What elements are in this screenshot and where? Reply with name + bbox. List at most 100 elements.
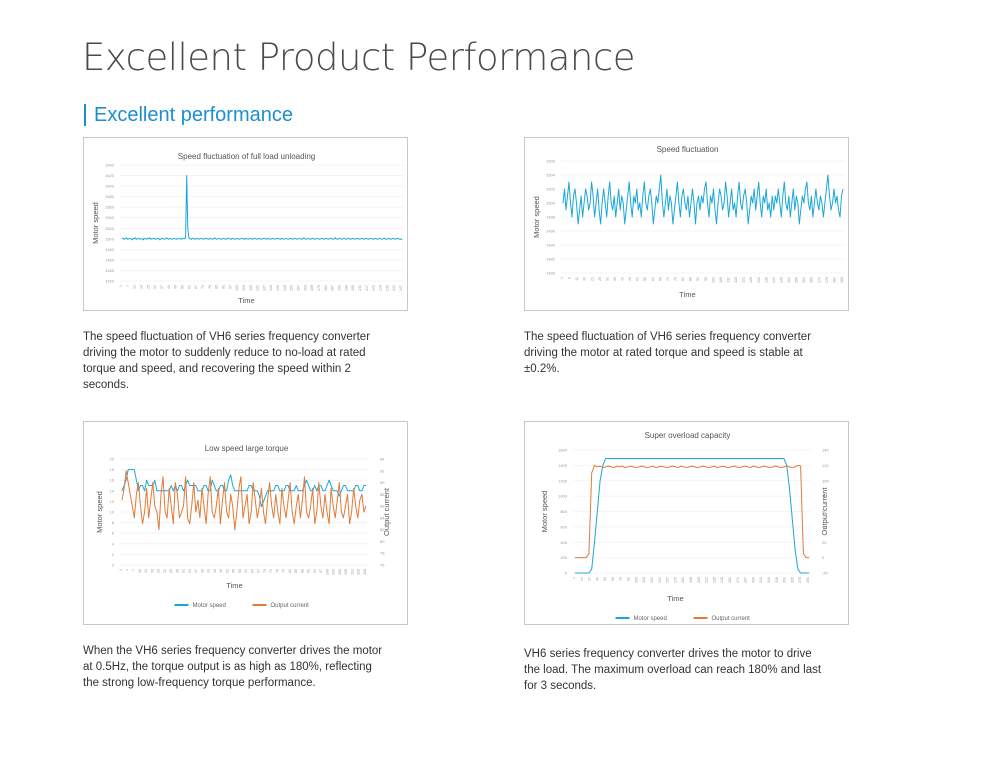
y-right-tick-label: 88 [380, 492, 385, 497]
x-tick-label: 61 [187, 285, 191, 289]
x-tick-label: 166 [810, 277, 814, 283]
x-tick-label: 1 [119, 569, 123, 571]
x-tick-label: 141 [772, 277, 776, 283]
x-tick-label: 144 [658, 577, 662, 583]
y-tick-label: 1494 [546, 243, 556, 248]
x-tick-label: 183 [681, 577, 685, 583]
x-tick-label: 339 [775, 577, 779, 583]
x-tick-label: 25 [169, 569, 173, 573]
x-tick-label: 79 [282, 569, 286, 573]
x-tick-label: 67 [257, 569, 261, 573]
x-tick-label: 97 [319, 569, 323, 573]
y-tick-label: 1540 [105, 215, 115, 220]
chart-title: Speed fluctuation of full load unloading [178, 152, 315, 161]
x-tick-label: 31 [605, 277, 609, 281]
y-tick-label: 14 [110, 488, 115, 493]
y-tick-label: 1640 [105, 163, 115, 168]
chart-card-speed-fluctuation: Speed fluctuation 1490 1492 1494 1496 1498 150… [524, 137, 849, 311]
x-tick-label: 175 [317, 285, 321, 291]
x-tick-label: 103 [235, 285, 239, 291]
x-tick-label: 171 [817, 277, 821, 283]
x-tick-label: 82 [288, 569, 292, 573]
x-tick-label: 365 [790, 577, 794, 583]
x-tick-label: 118 [642, 577, 646, 583]
y-tick-label: 1400 [558, 463, 568, 468]
chart-svg: Speed fluctuation of full load unloading… [91, 152, 404, 305]
x-tick-label: 121 [256, 285, 260, 291]
chart-card-overload-capacity: Super overload capacity 0 200 400 600 800 1000… [524, 421, 849, 625]
y-tick-label: 1600 [105, 184, 115, 189]
x-tick-label: 169 [310, 285, 314, 291]
x-tick-label: 55 [180, 285, 184, 289]
x-tick-label: 287 [744, 577, 748, 583]
y-tick-label: 1520 [105, 226, 115, 231]
chart-title: Speed fluctuation [657, 145, 719, 154]
x-tick-label: 58 [238, 569, 242, 573]
x-tick-label: 19 [139, 285, 143, 289]
y-tick-label: 200 [560, 555, 567, 560]
x-tick-label: 16 [583, 277, 587, 281]
x-tick-label: 66 [658, 277, 662, 281]
x-tick-label: 46 [213, 569, 217, 573]
y-right-tick-label: 100 [822, 478, 829, 483]
x-tick-label: 274 [736, 577, 740, 583]
x-tick-label: 13 [144, 569, 148, 573]
x-tick-label: 86 [689, 277, 693, 281]
x-tick-label: 133 [269, 285, 273, 291]
y-tick-label: 8 [112, 520, 115, 525]
chart-caption: The speed fluctuation of VH6 series freq… [83, 331, 371, 391]
series-line-motor-speed [121, 175, 403, 241]
x-tick-label: 25 [146, 285, 150, 289]
y-tick-label: 1580 [105, 194, 115, 199]
x-tick-label: 79 [619, 577, 623, 581]
y-tick-label: 1500 [546, 201, 556, 206]
chart-caption: When the VH6 series frequency converter … [83, 645, 383, 689]
chart-card-speed-fluctuation-unloading: Speed fluctuation of full load unloading… [83, 137, 408, 311]
x-tick-label: 205 [351, 285, 355, 291]
page-title: Excellent Product Performance [82, 36, 635, 79]
x-tick-label: 106 [338, 569, 342, 575]
x-tick-label: 91 [696, 277, 700, 281]
y-tick-label: 16 [110, 478, 115, 483]
x-tick-label: 145 [283, 285, 287, 291]
x-tick-label: 91 [307, 569, 311, 573]
x-tick-label: 151 [290, 285, 294, 291]
y-tick-label: 1480 [105, 247, 115, 252]
x-tick-label: 70 [263, 569, 267, 573]
chart-title: Low speed large torque [205, 444, 289, 453]
y-right-tick-label: 80 [822, 494, 827, 499]
x-tick-label: 4 [125, 569, 129, 571]
x-tick-label: 211 [358, 285, 362, 291]
x-tick-label: 36 [613, 277, 617, 281]
y-tick-label: 6 [112, 531, 115, 536]
series-line-output-current [575, 464, 809, 559]
x-tick-label: 186 [840, 277, 844, 283]
x-tick-label: 235 [712, 577, 716, 583]
y-tick-label: 1600 [558, 448, 568, 453]
x-tick-label: 106 [719, 277, 723, 283]
x-tick-label: 61 [244, 569, 248, 573]
x-tick-label: 115 [357, 569, 361, 575]
x-tick-label: 92 [627, 577, 631, 581]
y-right-tick-label: 94 [380, 457, 385, 462]
x-tick-label: 187 [331, 285, 335, 291]
y-right-tick-label: 20 [822, 540, 827, 545]
x-tick-label: 181 [832, 277, 836, 283]
x-tick-label: 139 [276, 285, 280, 291]
x-tick-label: 51 [636, 277, 640, 281]
x-tick-label: 223 [372, 285, 376, 291]
x-tick-label: 11 [575, 277, 579, 281]
x-tick-label: 116 [734, 277, 738, 283]
x-tick-label: 49 [174, 285, 178, 289]
x-tick-label: 37 [194, 569, 198, 573]
chart-caption: VH6 series frequency converter drives th… [524, 648, 822, 692]
legend-label: Motor speed [193, 603, 226, 609]
y-tick-label: 4 [112, 541, 115, 546]
x-axis-label: Time [679, 290, 695, 299]
y-right-tick-label: -20 [822, 571, 829, 576]
legend-label: Motor speed [634, 616, 667, 622]
x-tick-label: 209 [697, 577, 701, 583]
x-tick-label: 53 [603, 577, 607, 581]
x-tick-label: 67 [194, 285, 198, 289]
y-tick-label: 1440 [105, 268, 115, 273]
